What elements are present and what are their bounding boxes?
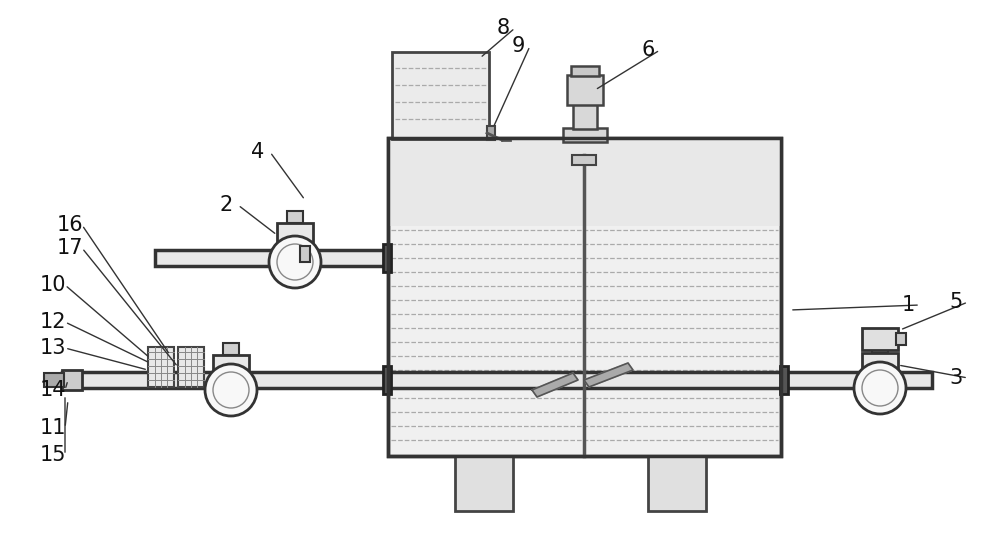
- Circle shape: [269, 236, 321, 288]
- Text: 12: 12: [40, 312, 66, 332]
- Bar: [648, 456, 706, 511]
- Bar: [148, 347, 174, 387]
- Bar: [223, 343, 239, 355]
- Bar: [392, 52, 489, 139]
- Bar: [896, 333, 906, 345]
- Bar: [487, 126, 495, 140]
- Bar: [388, 138, 781, 226]
- Bar: [567, 75, 603, 105]
- Text: 16: 16: [57, 215, 83, 235]
- Polygon shape: [584, 363, 633, 387]
- Bar: [571, 66, 599, 76]
- Bar: [573, 103, 597, 129]
- Bar: [572, 155, 596, 165]
- Bar: [287, 211, 303, 223]
- Text: 5: 5: [949, 292, 963, 312]
- Text: 17: 17: [57, 238, 83, 258]
- Bar: [213, 355, 249, 379]
- Text: 4: 4: [251, 142, 265, 162]
- Text: 13: 13: [40, 338, 66, 358]
- Bar: [300, 246, 310, 262]
- Circle shape: [854, 362, 906, 414]
- Text: 11: 11: [40, 418, 66, 438]
- Bar: [388, 138, 781, 456]
- Text: 8: 8: [496, 18, 510, 38]
- Text: 15: 15: [40, 445, 66, 465]
- Bar: [383, 366, 391, 394]
- Text: 14: 14: [40, 380, 66, 400]
- Polygon shape: [532, 373, 578, 397]
- Text: 10: 10: [40, 275, 66, 295]
- Text: 1: 1: [901, 295, 915, 315]
- Bar: [62, 372, 932, 388]
- Bar: [780, 366, 788, 394]
- Text: 9: 9: [511, 36, 525, 56]
- Bar: [277, 223, 313, 247]
- Circle shape: [205, 364, 257, 416]
- Text: 2: 2: [219, 195, 233, 215]
- Bar: [155, 250, 388, 266]
- Bar: [44, 373, 64, 387]
- Bar: [872, 341, 888, 353]
- Bar: [388, 138, 781, 456]
- Bar: [383, 244, 391, 272]
- Bar: [563, 128, 607, 142]
- Bar: [455, 456, 513, 511]
- Bar: [862, 353, 898, 377]
- Bar: [62, 370, 82, 390]
- Bar: [178, 347, 204, 387]
- Text: 3: 3: [949, 368, 963, 388]
- Text: 6: 6: [641, 40, 655, 60]
- Bar: [862, 328, 898, 350]
